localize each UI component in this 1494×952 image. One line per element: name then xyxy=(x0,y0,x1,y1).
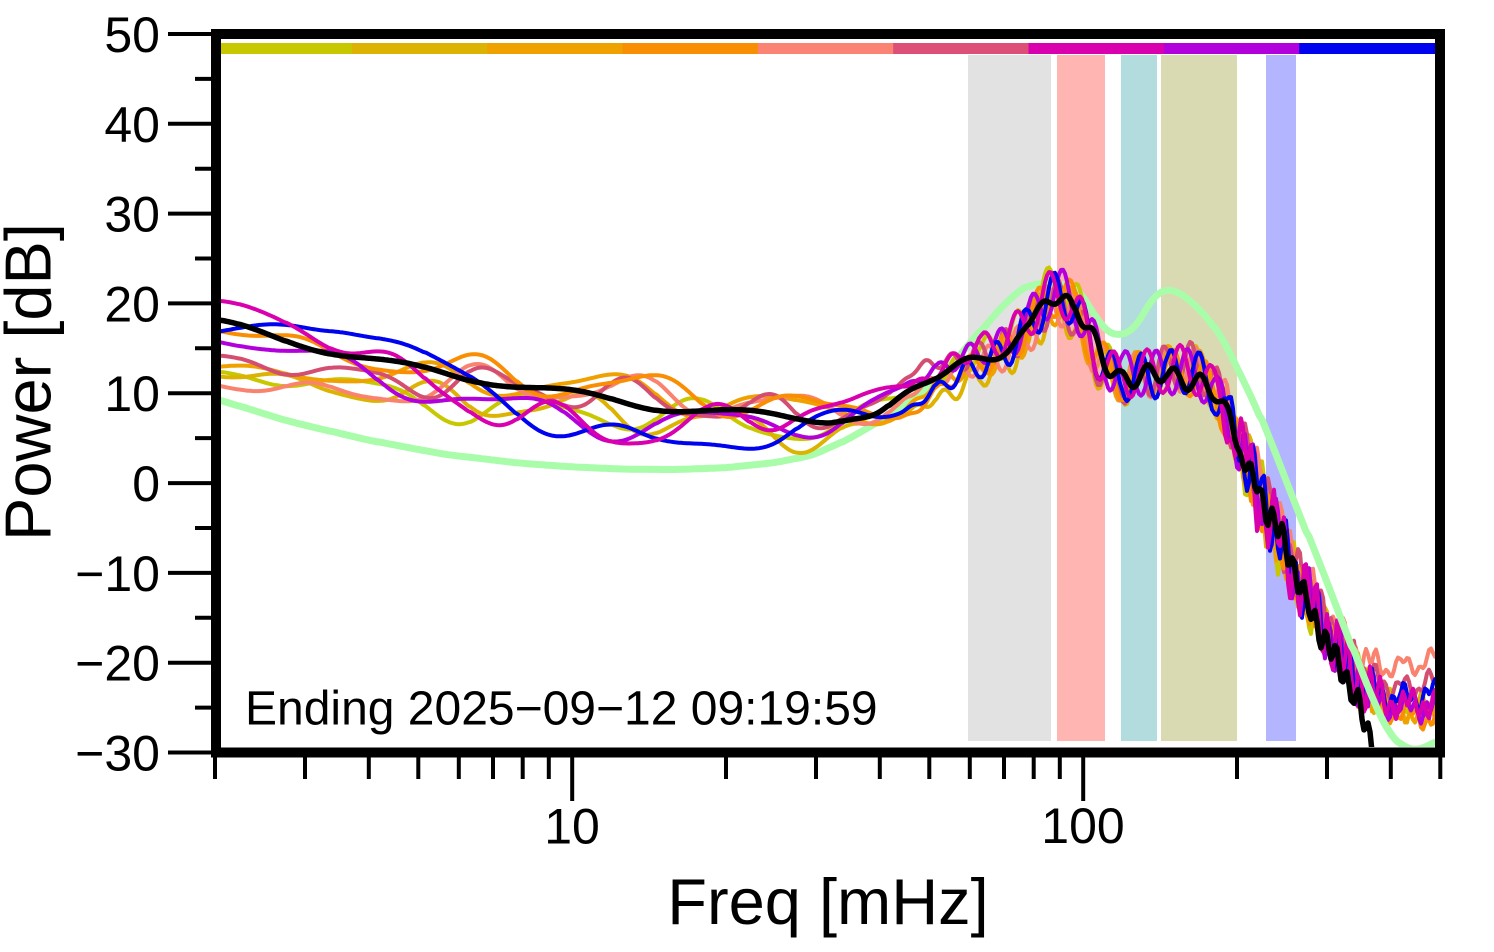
svg-text:50: 50 xyxy=(104,7,160,63)
svg-text:Freq [mHz]: Freq [mHz] xyxy=(667,865,988,938)
svg-text:20: 20 xyxy=(104,276,160,332)
svg-text:−10: −10 xyxy=(75,546,160,602)
svg-text:40: 40 xyxy=(104,97,160,153)
svg-text:10: 10 xyxy=(104,366,160,422)
svg-text:10: 10 xyxy=(544,799,600,855)
svg-text:−30: −30 xyxy=(75,726,160,782)
svg-text:100: 100 xyxy=(1041,798,1124,854)
svg-text:−20: −20 xyxy=(75,636,160,692)
svg-text:30: 30 xyxy=(104,187,160,243)
svg-text:Ending 2025−09−12 09:19:59: Ending 2025−09−12 09:19:59 xyxy=(245,683,878,736)
svg-text:0: 0 xyxy=(132,456,160,512)
svg-text:Power [dB]: Power [dB] xyxy=(0,223,65,541)
